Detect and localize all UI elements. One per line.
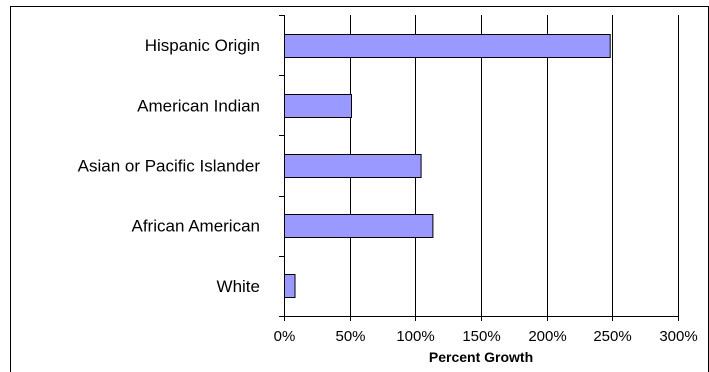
x-tick-label: 300%: [659, 328, 697, 345]
axes: [279, 15, 679, 321]
bar: [284, 34, 611, 58]
x-tick-label: 50%: [335, 328, 365, 345]
bar: [284, 154, 422, 178]
category-label: Asian or Pacific Islander: [78, 157, 261, 176]
bar: [284, 214, 434, 238]
bar: [284, 94, 352, 118]
x-tick-label: 150%: [462, 328, 500, 345]
category-label: American Indian: [137, 96, 260, 115]
x-axis-title: Percent Growth: [429, 349, 533, 365]
x-tick-label: 200%: [528, 328, 566, 345]
x-tick-label: 0%: [274, 328, 296, 345]
chart-frame: [10, 6, 709, 372]
x-tick-label: 100%: [396, 328, 434, 345]
category-label: White: [217, 277, 260, 296]
x-tick-label: 250%: [593, 328, 631, 345]
bar: [284, 274, 296, 298]
category-label: Hispanic Origin: [145, 36, 260, 55]
category-label: African American: [132, 217, 261, 236]
gridlines: [350, 15, 679, 316]
labels: 0% 50% 100% 150% 200% 250% 300% Hispanic Origin…: [78, 36, 698, 345]
